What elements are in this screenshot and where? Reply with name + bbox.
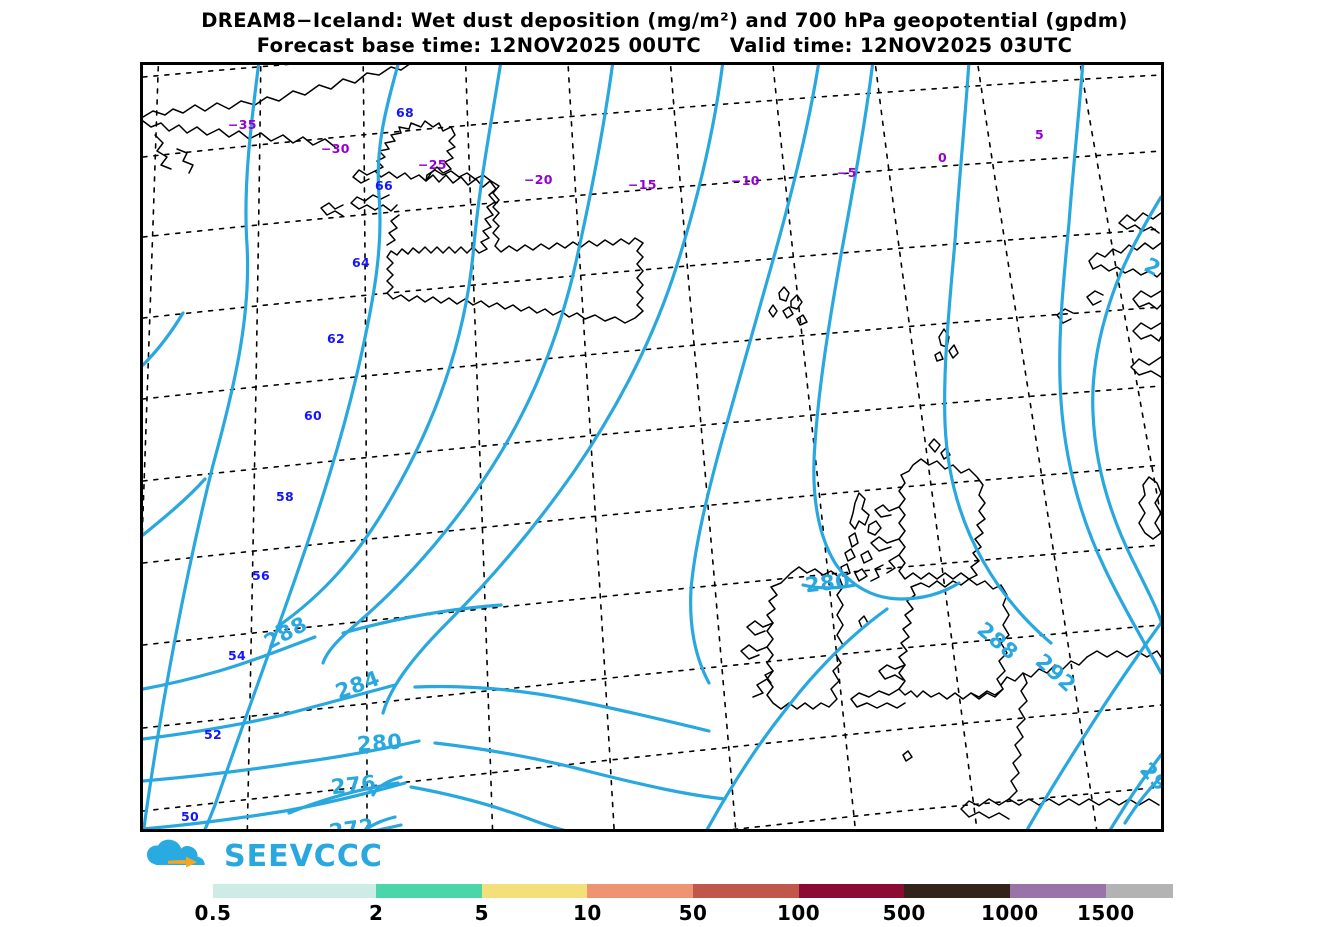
colorbar-segment: [1105, 884, 1173, 898]
colorbar-segment: [481, 884, 588, 898]
colorbar-tick-labels: 0.5 2 5 10 50 100 500 1000 1500: [195, 901, 1173, 927]
chart-title-block: DREAM8−Iceland: Wet dust deposition (mg/…: [0, 8, 1329, 58]
colorbar-tick: 10: [572, 901, 602, 925]
lon-label: −35: [228, 117, 257, 132]
chart-subtitle: Forecast base time: 12NOV2025 00UTC Vali…: [256, 34, 1073, 57]
lon-label: −30: [321, 141, 350, 156]
lon-label: −15: [628, 177, 657, 192]
colorbar-tick: 500: [882, 901, 926, 925]
lat-label: 54: [228, 648, 246, 663]
lat-label: 64: [352, 255, 370, 270]
lon-label: −10: [731, 173, 760, 188]
colorbar-tick: 0.5: [194, 901, 232, 925]
seevccc-logo: SEEVCCC: [146, 836, 383, 876]
lat-label: 68: [396, 105, 414, 120]
geopotential-label: 280: [356, 729, 404, 757]
lat-label: 52: [204, 727, 222, 742]
page-title: DREAM8−Iceland: Wet dust deposition (mg/…: [201, 9, 1128, 32]
cloud-icon: [146, 839, 218, 873]
colorbar-segment: [376, 884, 482, 898]
colorbar-tick: 5: [474, 901, 490, 925]
lon-label: −5: [837, 165, 857, 180]
lon-label: 0: [938, 150, 947, 165]
colorbar-segment: [692, 884, 799, 898]
lat-label: 56: [252, 568, 270, 583]
geopotential-label: 280: [803, 568, 852, 598]
colorbar-tick: 1500: [1076, 901, 1135, 925]
logo-text: SEEVCCC: [224, 838, 383, 874]
colorbar-segment: [587, 884, 693, 898]
map-canvas: [143, 65, 1161, 829]
lat-label: 62: [327, 331, 345, 346]
lat-label: 50: [181, 809, 199, 824]
lat-label: 58: [276, 489, 294, 504]
colorbar-tick: 2: [368, 901, 384, 925]
colorbar-segment: [1009, 884, 1106, 898]
colorbar-strip[interactable]: [213, 884, 1173, 898]
colorbar-tick: 100: [776, 901, 821, 925]
colorbar-legend: 0.5 2 5 10 50 100 500 1000 1500: [195, 884, 1173, 927]
colorbar-tick: 1000: [980, 901, 1039, 925]
map-panel[interactable]: −35 −30 −25 −20 −15 −10 −5 0 5 68 66 64 …: [140, 62, 1164, 832]
lon-label: 5: [1035, 127, 1044, 142]
lon-label: −20: [524, 172, 553, 187]
geopotential-label: 276: [329, 770, 378, 800]
geopotential-contour-layer: [143, 65, 1161, 829]
colorbar-segment: [213, 884, 377, 898]
lat-label: 60: [304, 408, 322, 423]
cloud-arrow-icon: [147, 839, 205, 868]
graticule-layer: [143, 65, 1161, 829]
colorbar-tick: 50: [678, 901, 708, 925]
lon-label: −25: [418, 157, 447, 172]
lat-label: 66: [375, 178, 393, 193]
colorbar-segment: [904, 884, 1010, 898]
colorbar-segment: [798, 884, 905, 898]
